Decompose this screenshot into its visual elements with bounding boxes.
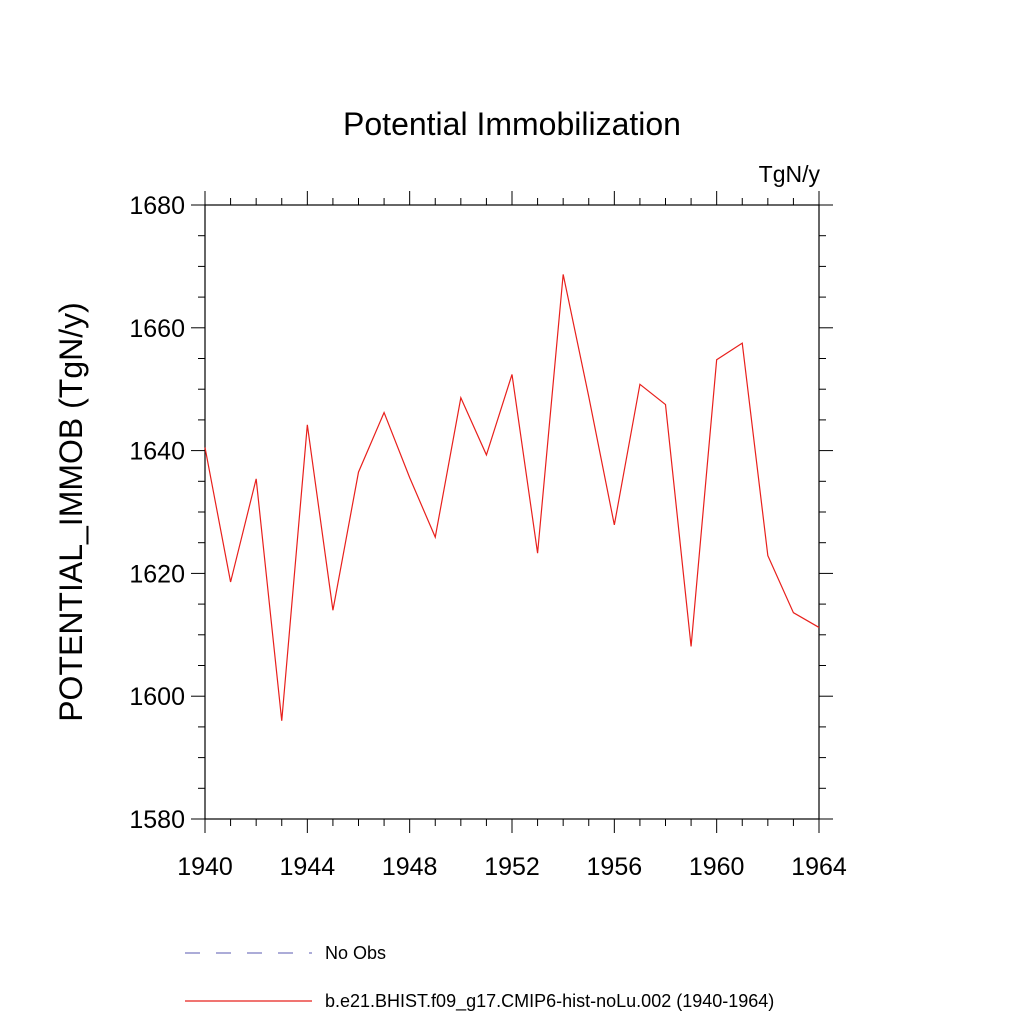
y-axis-label: POTENTIAL_IMMOB (TgN/y) (53, 302, 89, 722)
y-tick-label: 1620 (129, 560, 185, 588)
y-tick-label: 1580 (129, 806, 185, 834)
x-tick-label: 1960 (689, 853, 745, 881)
y-tick-label: 1600 (129, 683, 185, 711)
series-line-1 (204, 274, 820, 721)
plot-area: 1580 1600 1620 1640 1660 1680 1940 1944 1948 195… (129, 191, 847, 881)
chart-title: Potential Immobilization (343, 106, 681, 142)
x-tick-label: 1952 (484, 853, 540, 881)
legend-label-no-obs: No Obs (325, 943, 386, 963)
legend: No Obs b.e21.BHIST.f09_g17.CMIP6-hist-no… (185, 943, 774, 1012)
units-label: TgN/y (759, 161, 821, 187)
x-tick-label: 1948 (382, 853, 438, 881)
x-tick-label: 1940 (177, 853, 233, 881)
legend-item-no-obs: No Obs (185, 943, 386, 963)
x-tick-label: 1956 (587, 853, 643, 881)
legend-label-model-run: b.e21.BHIST.f09_g17.CMIP6-hist-noLu.002 … (325, 991, 774, 1012)
series-lines (204, 274, 820, 721)
plot-frame (204, 204, 820, 820)
axis-ticks (191, 191, 833, 833)
y-tick-label: 1640 (129, 438, 185, 466)
legend-item-model-run: b.e21.BHIST.f09_g17.CMIP6-hist-noLu.002 … (185, 991, 774, 1012)
x-tick-labels: 1940 1944 1948 1952 1956 1960 1964 (177, 853, 847, 881)
x-tick-label: 1944 (280, 853, 336, 881)
y-tick-label: 1660 (129, 315, 185, 343)
y-tick-labels: 1580 1600 1620 1640 1660 1680 (129, 192, 185, 834)
y-tick-label: 1680 (129, 192, 185, 220)
x-tick-label: 1964 (791, 853, 847, 881)
